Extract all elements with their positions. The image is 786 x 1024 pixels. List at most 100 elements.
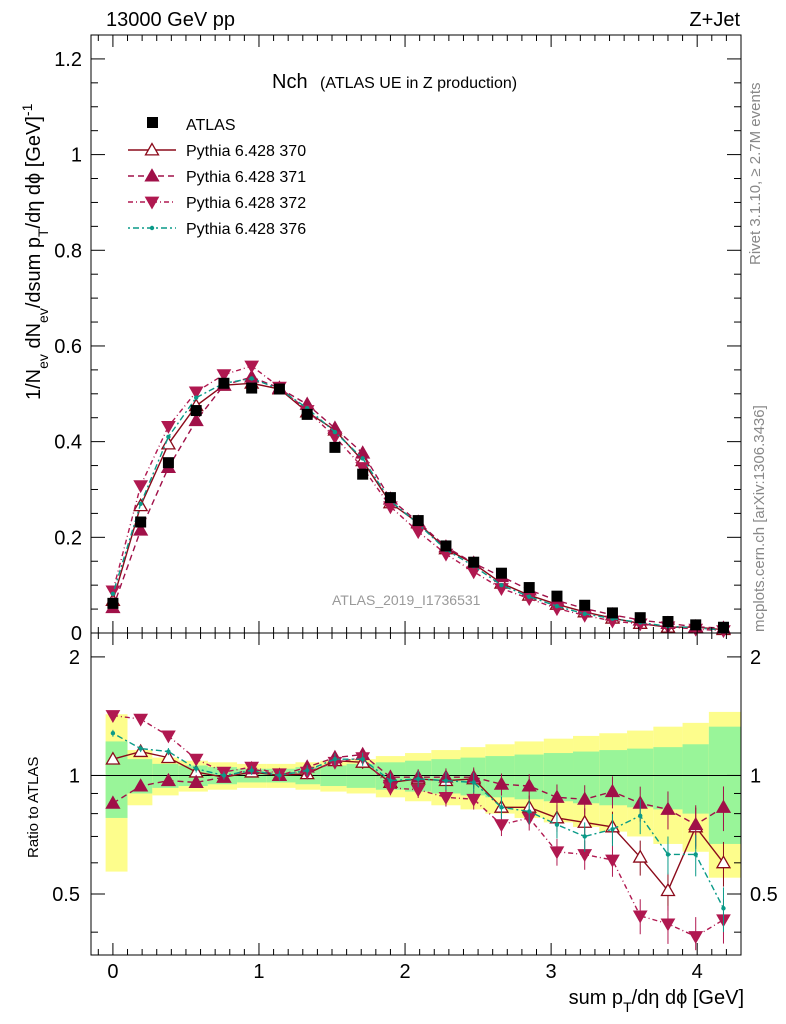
y-tick-label: 0.8 — [54, 240, 82, 262]
ratio-tick-label-right: 1 — [750, 765, 761, 787]
ratio-point-376-15 — [527, 809, 532, 814]
ratio-point-376-13 — [471, 780, 476, 785]
data-point-20 — [662, 616, 674, 628]
series-point-376-1 — [138, 501, 143, 507]
ratio-point-371-20 — [660, 801, 676, 815]
series-point-376-2 — [166, 434, 171, 440]
series-point-376-16 — [554, 604, 560, 609]
data-point-13 — [468, 556, 480, 568]
legend: ATLAS Pythia 6.428 370 Pythia 6.428 371 … — [128, 117, 306, 238]
legend-marker-372 — [144, 196, 160, 210]
series-point-376-14 — [499, 582, 504, 588]
ratio-point-376-4 — [221, 773, 227, 778]
header-right-label: Z+Jet — [689, 9, 740, 31]
ratio-band-green-21 — [682, 744, 709, 814]
ratio-point-370-0 — [105, 751, 121, 765]
data-point-16 — [551, 590, 563, 602]
y-axis-label: 1/Nev dNev/dsum pT/dη dϕ [GeV]-1 — [19, 103, 51, 400]
header-left-label: 13000 GeV pp — [106, 9, 235, 31]
series-point-372-2 — [161, 420, 176, 434]
y-tick-label: 1 — [71, 145, 82, 167]
x-axis-label: sum pT/dη dϕ [GeV] — [569, 987, 744, 1015]
ratio-point-370-2 — [160, 749, 177, 764]
ratio-point-372-1 — [133, 713, 149, 727]
ratio-point-372-13 — [466, 793, 482, 807]
ratio-point-371-14 — [493, 776, 510, 790]
ratio-point-372-19 — [632, 910, 648, 924]
ratio-point-376-16 — [554, 822, 560, 827]
data-point-18 — [606, 607, 618, 619]
data-point-15 — [523, 582, 535, 594]
ratio-point-372-18 — [605, 854, 620, 868]
series-point-371-5 — [244, 369, 260, 383]
series-point-376-3 — [193, 395, 199, 400]
ratio-point-376-14 — [499, 805, 504, 810]
ratio-panel-content — [91, 710, 741, 951]
ratio-point-376-19 — [638, 813, 643, 818]
ratio-point-370-22 — [715, 855, 732, 869]
axes: 0 1 2 3 4 0 0.2 0.4 0.6 0.8 1 1.2 0.5 1 2 0.5 1 2 — [52, 34, 778, 983]
x-tick-label: 3 — [546, 961, 557, 983]
chart-title: Nch — [272, 71, 308, 93]
ratio-tick-label-left: 1 — [69, 765, 80, 787]
ratio-point-376-17 — [582, 834, 587, 839]
ratio-point-371-1 — [133, 778, 149, 792]
series-point-372-3 — [188, 386, 204, 400]
y-tick-label: 0.6 — [54, 336, 82, 358]
data-point-12 — [440, 540, 452, 552]
series-point-376-8 — [332, 429, 338, 435]
x-tick-label: 0 — [107, 961, 118, 983]
series-point-372-4 — [216, 369, 232, 383]
ratio-point-376-10 — [388, 778, 393, 783]
y-tick-label: 0.4 — [54, 432, 82, 454]
ratio-point-376-3 — [193, 766, 199, 771]
data-point-19 — [634, 612, 646, 624]
ratio-tick-label-right: 2 — [750, 647, 761, 669]
x-tick-label: 4 — [692, 961, 703, 983]
ratio-point-371-15 — [521, 778, 537, 792]
ratio-point-376-0 — [110, 731, 116, 736]
ratio-point-372-0 — [105, 710, 121, 723]
ratio-point-376-18 — [610, 827, 615, 832]
data-point-3 — [190, 405, 202, 417]
ratio-point-372-3 — [188, 753, 204, 767]
ratio-point-376-21 — [693, 852, 698, 857]
analysis-label: ATLAS_2019_I1736531 — [332, 592, 481, 608]
data-point-4 — [218, 377, 230, 389]
series-line-372 — [112, 365, 724, 632]
ratio-point-371-0 — [105, 795, 121, 809]
ratio-point-376-1 — [138, 746, 143, 751]
series-point-372-1 — [133, 480, 149, 494]
ratio-axis-label: Ratio to ATLAS — [25, 757, 42, 858]
ratio-point-372-20 — [660, 918, 676, 932]
data-point-10 — [384, 492, 396, 504]
data-point-17 — [579, 599, 591, 611]
legend-marker-370 — [144, 142, 160, 156]
ratio-tick-label-right: 0.5 — [750, 884, 778, 906]
ratio-band-green-22 — [708, 726, 741, 844]
ratio-point-376-11 — [415, 776, 421, 782]
ratio-point-376-5 — [249, 768, 254, 773]
x-tick-label: 1 — [253, 961, 264, 983]
ratio-point-371-22 — [715, 799, 732, 813]
ratio-point-372-12 — [438, 791, 454, 805]
ratio-tick-label-left: 0.5 — [52, 884, 80, 906]
legend-marker-376 — [149, 225, 155, 231]
ratio-point-371-2 — [160, 772, 177, 787]
legend-marker-371 — [144, 168, 160, 182]
ratio-point-371-21 — [688, 816, 704, 831]
ratio-tick-label-left: 2 — [69, 647, 80, 669]
data-point-1 — [135, 516, 147, 528]
rivet-version-label: Rivet 3.1.10, ≥ 2.7M events — [747, 83, 764, 266]
data-point-14 — [495, 567, 507, 579]
y-tick-label: 0.2 — [54, 527, 82, 549]
series-point-371-3 — [188, 412, 204, 427]
y-tick-label: 1.2 — [54, 49, 82, 71]
ratio-point-376-6 — [277, 773, 282, 778]
ratio-point-376-8 — [332, 756, 338, 762]
ratio-point-372-21 — [688, 931, 704, 945]
ratio-point-371-3 — [188, 774, 204, 788]
ratio-point-371-18 — [604, 783, 621, 798]
data-point-11 — [412, 515, 424, 527]
